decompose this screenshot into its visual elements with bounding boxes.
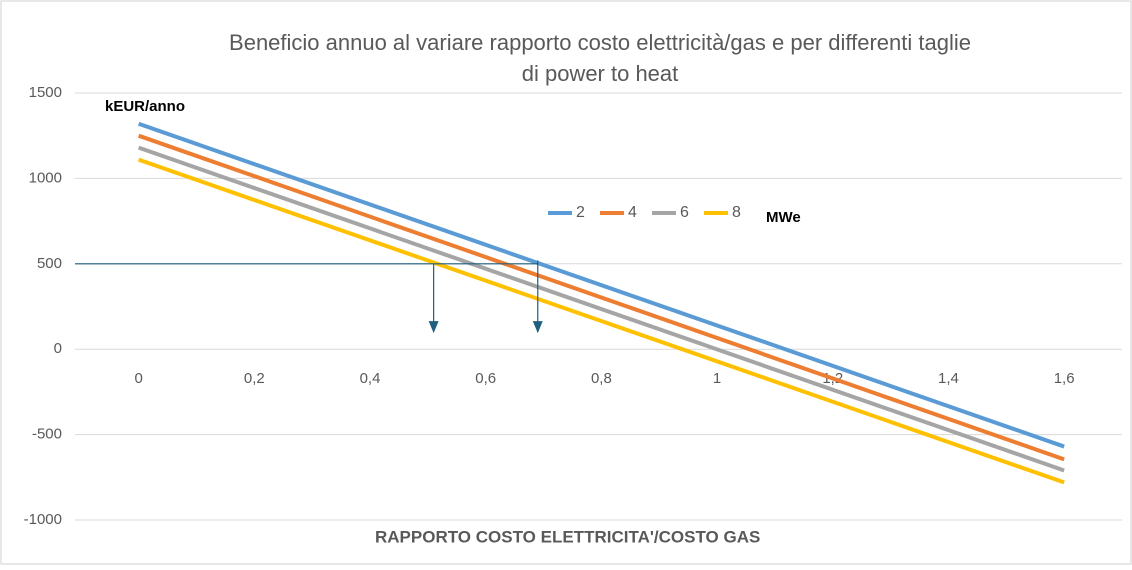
- y-tick-label: 1500: [29, 84, 62, 101]
- legend-label: 2: [576, 204, 585, 221]
- label-bg: [752, 204, 822, 230]
- x-axis-label: RAPPORTO COSTO ELETTRICITA'/COSTO GAS: [375, 527, 760, 546]
- x-tick-label: 1: [713, 370, 721, 387]
- legend-label: 6: [680, 204, 689, 221]
- series-line: [137, 157, 1065, 485]
- series-line: [137, 145, 1065, 473]
- legend-label: 8: [732, 204, 741, 221]
- y-tick-label: -1000: [24, 511, 62, 528]
- series-line: [137, 121, 1065, 449]
- y-tick-label: 1000: [29, 169, 62, 186]
- x-tick-label: 0,2: [244, 370, 265, 387]
- chart-title: di power to heat: [522, 61, 679, 86]
- chart-title: Beneficio annuo al variare rapporto cost…: [229, 30, 971, 55]
- y-tick-label: 0: [54, 340, 62, 357]
- x-tick-label: 0,4: [360, 370, 381, 387]
- x-tick-label: 0,6: [475, 370, 496, 387]
- y-tick-label: -500: [32, 426, 62, 443]
- x-tick-label: 0: [134, 370, 142, 387]
- series-line: [137, 133, 1065, 462]
- x-tick-label: 1,6: [1054, 370, 1075, 387]
- label-bg: [100, 94, 250, 120]
- legend-label: 4: [628, 204, 637, 221]
- x-tick-label: 1,4: [938, 370, 959, 387]
- x-tick-label: 0,8: [591, 370, 612, 387]
- y-tick-label: 500: [37, 255, 62, 272]
- legend-unit-label: MWe: [766, 209, 801, 226]
- y-unit-label: kEUR/anno: [105, 98, 185, 115]
